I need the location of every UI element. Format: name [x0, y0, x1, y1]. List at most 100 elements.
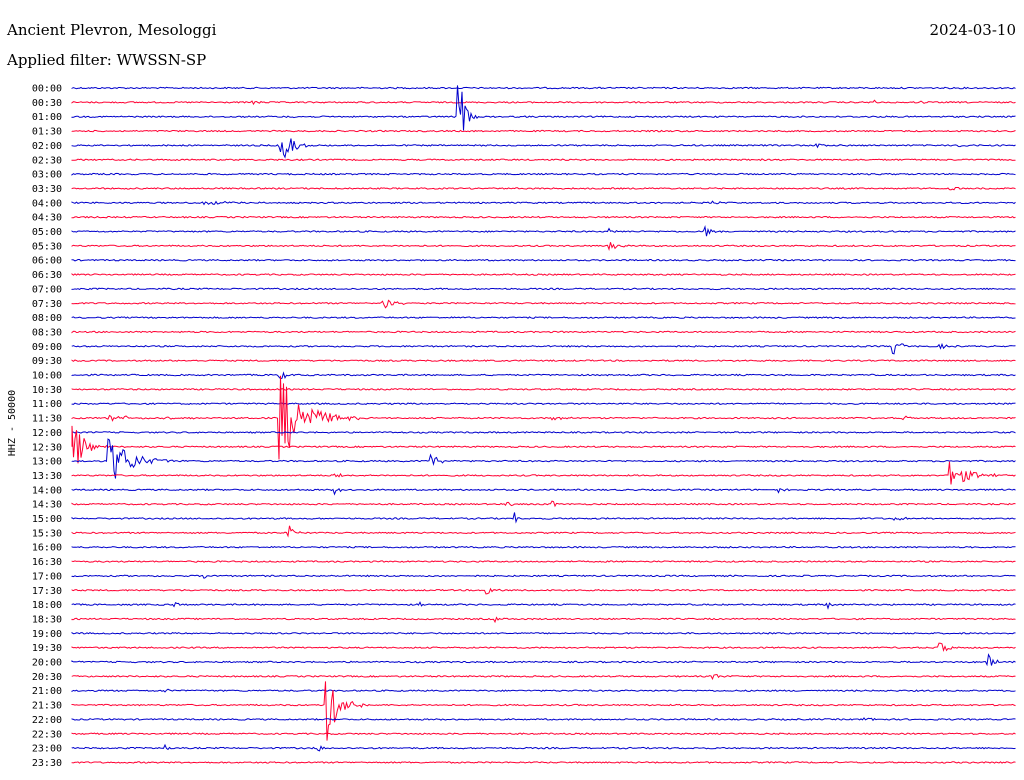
time-label: 23:30: [32, 758, 62, 769]
trace-row: [71, 242, 1016, 251]
trace-row: [71, 587, 1016, 595]
time-label: 22:00: [32, 715, 62, 726]
trace-row: [71, 316, 1016, 319]
trace-row: [71, 258, 1016, 262]
trace-row: [71, 574, 1016, 579]
time-label: 08:00: [32, 313, 62, 324]
time-label: 02:00: [32, 141, 62, 152]
trace-row: [71, 99, 1016, 106]
time-label: 04:00: [32, 198, 62, 209]
trace-row: [71, 129, 1016, 133]
time-label: 06:30: [32, 270, 62, 281]
time-label: 07:30: [32, 299, 62, 310]
time-label: 23:00: [32, 744, 62, 755]
time-label: 15:00: [32, 514, 62, 525]
time-label: 16:00: [32, 543, 62, 554]
time-label: 13:00: [32, 457, 62, 468]
trace-row: [71, 653, 1016, 667]
time-label: 08:30: [32, 327, 62, 338]
trace-row: [71, 299, 1016, 309]
time-label: 16:30: [32, 557, 62, 568]
trace-row: [71, 673, 1016, 681]
trace-row: [71, 461, 1016, 485]
time-label: 19:00: [32, 629, 62, 640]
time-label: 01:00: [32, 112, 62, 123]
trace-row: [71, 330, 1016, 334]
trace-row: [71, 371, 1016, 380]
trace-row: [71, 631, 1016, 635]
time-label: 14:30: [32, 500, 62, 511]
time-tick-labels: 00:00 00:30 01:00 01:30 02:00 02:30 03:00 03:30…: [32, 84, 62, 769]
time-label: 22:30: [32, 729, 62, 740]
time-label: 12:30: [32, 442, 62, 453]
time-label: 04:30: [32, 213, 62, 224]
time-label: 05:30: [32, 241, 62, 252]
trace-row: [71, 158, 1016, 162]
trace-row: [71, 138, 1016, 159]
trace-row: [71, 601, 1016, 610]
time-label: 20:30: [32, 672, 62, 683]
time-label: 09:30: [32, 356, 62, 367]
trace-rows: [71, 85, 1016, 764]
y-axis-label: HHZ - 50000: [7, 390, 18, 456]
time-label: 11:30: [32, 414, 62, 425]
time-label: 06:00: [32, 256, 62, 267]
trace-row: [71, 488, 1016, 496]
trace-row: [71, 500, 1016, 508]
time-label: 13:30: [32, 471, 62, 482]
time-label: 03:30: [32, 184, 62, 195]
trace-row: [71, 402, 1016, 406]
trace-row: [71, 732, 1016, 736]
trace-row: [71, 342, 1016, 355]
trace-row: [71, 85, 1016, 131]
time-label: 14:00: [32, 485, 62, 496]
trace-row: [71, 512, 1016, 524]
time-label: 11:00: [32, 399, 62, 410]
time-label: 10:00: [32, 371, 62, 382]
trace-row: [71, 761, 1016, 764]
time-label: 18:00: [32, 600, 62, 611]
record-date: 2024-03-10: [929, 21, 1016, 39]
trace-row: [71, 359, 1016, 362]
time-label: 19:30: [32, 643, 62, 654]
time-label: 09:00: [32, 342, 62, 353]
trace-row: [71, 224, 1016, 237]
time-label: 18:30: [32, 614, 62, 625]
trace-row: [71, 642, 1016, 652]
time-label: 05:00: [32, 227, 62, 238]
trace-row: [71, 287, 1016, 291]
time-label: 21:00: [32, 686, 62, 697]
trace-row: [71, 425, 1016, 464]
time-label: 17:30: [32, 586, 62, 597]
trace-row: [71, 681, 1016, 741]
trace-row: [71, 375, 1016, 460]
trace-row: [71, 187, 1016, 191]
time-label: 17:00: [32, 571, 62, 582]
time-label: 21:30: [32, 701, 62, 712]
time-label: 10:30: [32, 385, 62, 396]
trace-row: [71, 273, 1016, 276]
trace-row: [71, 388, 1016, 391]
trace-row: [71, 688, 1016, 693]
trace-row: [71, 431, 1016, 434]
filter-label: Applied filter: WWSSN-SP: [7, 51, 207, 69]
trace-row: [71, 438, 1016, 479]
trace-row: [71, 525, 1016, 538]
trace-row: [71, 545, 1016, 549]
trace-row: [71, 560, 1016, 563]
trace-row: [71, 717, 1016, 722]
time-label: 07:00: [32, 284, 62, 295]
trace-row: [71, 743, 1016, 752]
trace-row: [71, 86, 1016, 90]
time-label: 03:00: [32, 170, 62, 181]
trace-row: [71, 215, 1016, 219]
station-title: Ancient Plevron, Mesologgi: [7, 21, 217, 39]
time-label: 02:30: [32, 155, 62, 166]
time-label: 00:30: [32, 98, 62, 109]
time-label: 20:00: [32, 658, 62, 669]
trace-row: [71, 172, 1016, 176]
trace-row: [71, 200, 1016, 206]
time-label: 00:00: [32, 84, 62, 95]
time-label: 12:00: [32, 428, 62, 439]
